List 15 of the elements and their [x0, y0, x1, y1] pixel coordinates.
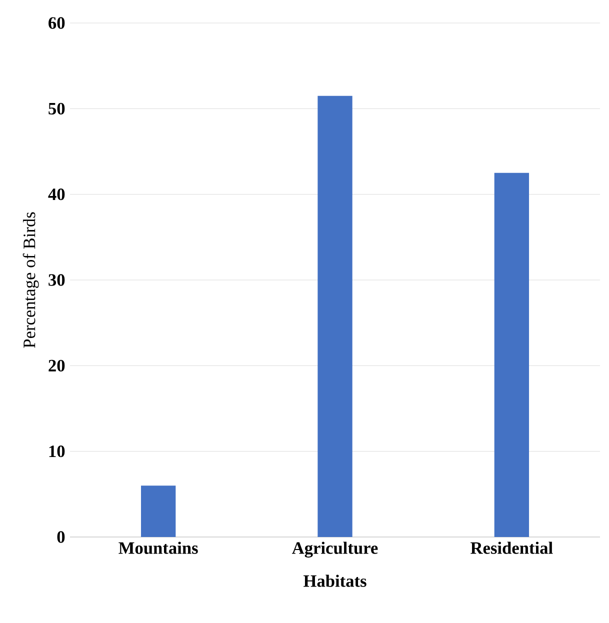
bar [318, 96, 352, 537]
x-tick-label: Residential [470, 542, 553, 554]
y-tick-label: 10 [49, 445, 65, 458]
y-tick-label: 30 [48, 274, 65, 286]
x-axis-title: Habitats [304, 574, 366, 587]
y-tick-label: 20 [48, 360, 65, 372]
bar [494, 172, 530, 537]
y-tick-label: 0 [57, 531, 65, 543]
y-tick-label: 60 [48, 17, 65, 29]
y-tick-label: 40 [48, 188, 65, 200]
bar [141, 486, 176, 537]
x-tick-label: Agriculture [292, 542, 378, 558]
y-tick-label: 50 [48, 102, 65, 115]
x-tick-label: Mountains [118, 542, 198, 554]
y-axis-title: Percentage of Birds [22, 212, 39, 348]
